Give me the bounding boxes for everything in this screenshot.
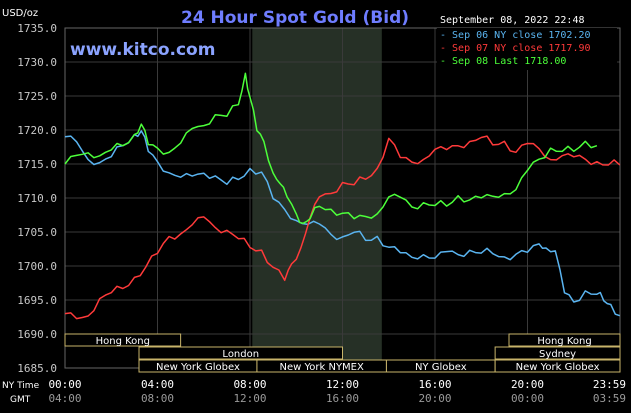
session-bar <box>494 359 621 373</box>
x-tick-label-gmt: 08:00 <box>141 392 174 405</box>
session-label: New York Globex <box>516 362 600 373</box>
y-tick-label: 1735.0 <box>17 22 57 35</box>
timestamp: September 08, 2022 22:48 <box>440 15 585 26</box>
y-tick-label: 1700.0 <box>17 260 57 273</box>
y-tick-label: 1690.0 <box>17 328 57 341</box>
site-url[interactable]: www.kitco.com <box>70 40 215 60</box>
series-line-blue <box>64 130 621 317</box>
legend-box <box>437 28 617 70</box>
y-tick-label: 1725.0 <box>17 90 57 103</box>
session-label: New York Globex <box>156 362 240 373</box>
legend-entry-green: - Sep 08 Last 1718.00 <box>440 56 566 67</box>
x-tick-label-ny: 20:00 <box>511 378 544 391</box>
legend-entry-blue: - Sep 06 NY close 1702.20 <box>440 30 591 41</box>
session-label: Hong Kong <box>96 336 150 347</box>
chart-title: 24 Hour Spot Gold (Bid) <box>181 8 409 28</box>
legend: - Sep 06 NY close 1702.20 - Sep 07 NY clo… <box>437 28 617 70</box>
gmt-label: GMT <box>10 395 31 405</box>
y-tick-label: 1710.0 <box>17 192 57 205</box>
y-tick-label: 1730.0 <box>17 56 57 69</box>
x-tick-label-ny: 23:59 <box>593 378 626 391</box>
y-tick-label: 1695.0 <box>17 294 57 307</box>
x-tick-label-ny: 08:00 <box>233 378 266 391</box>
y-tick-label: 1685.0 <box>17 362 57 375</box>
grid <box>64 27 621 369</box>
x-tick-label-ny: 12:00 <box>326 378 359 391</box>
x-tick-label-gmt: 12:00 <box>233 392 266 405</box>
session-bar <box>64 333 182 347</box>
series-lines <box>64 72 621 320</box>
series-line-red <box>64 135 621 320</box>
session-label: Hong Kong <box>537 336 591 347</box>
unit-label: USD/oz <box>2 8 38 19</box>
ny-time-label: NY Time <box>2 381 40 391</box>
session-bar <box>494 346 621 360</box>
series-line-green <box>64 72 598 225</box>
session-bar <box>138 346 343 360</box>
legend-entry-red: - Sep 07 NY close 1717.90 <box>440 43 591 54</box>
session-label: New York NYMEX <box>280 362 365 373</box>
session-bar <box>508 333 621 347</box>
y-tick-label: 1720.0 <box>17 124 57 137</box>
x-tick-label-gmt: 03:59 <box>593 392 626 405</box>
x-tick-label-ny: 00:00 <box>48 378 81 391</box>
x-tick-label-ny: 04:00 <box>141 378 174 391</box>
y-tick-label: 1715.0 <box>17 158 57 171</box>
x-tick-label-gmt: 20:00 <box>418 392 451 405</box>
x-tick-label-ny: 16:00 <box>418 378 451 391</box>
session-label: Sydney <box>539 349 576 360</box>
session-label: NY Globex <box>415 362 467 373</box>
session-label: London <box>222 349 259 360</box>
x-tick-label-gmt: 00:00 <box>511 392 544 405</box>
x-tick-label-gmt: 16:00 <box>326 392 359 405</box>
x-tick-label-gmt: 04:00 <box>48 392 81 405</box>
session-bars: Hong Kong London New York Globex New York N… <box>64 333 621 373</box>
y-tick-label: 1705.0 <box>17 226 57 239</box>
axes: 1685.0 1690.0 1695.0 1700.0 1705.0 1710.0 1715… <box>17 22 626 405</box>
